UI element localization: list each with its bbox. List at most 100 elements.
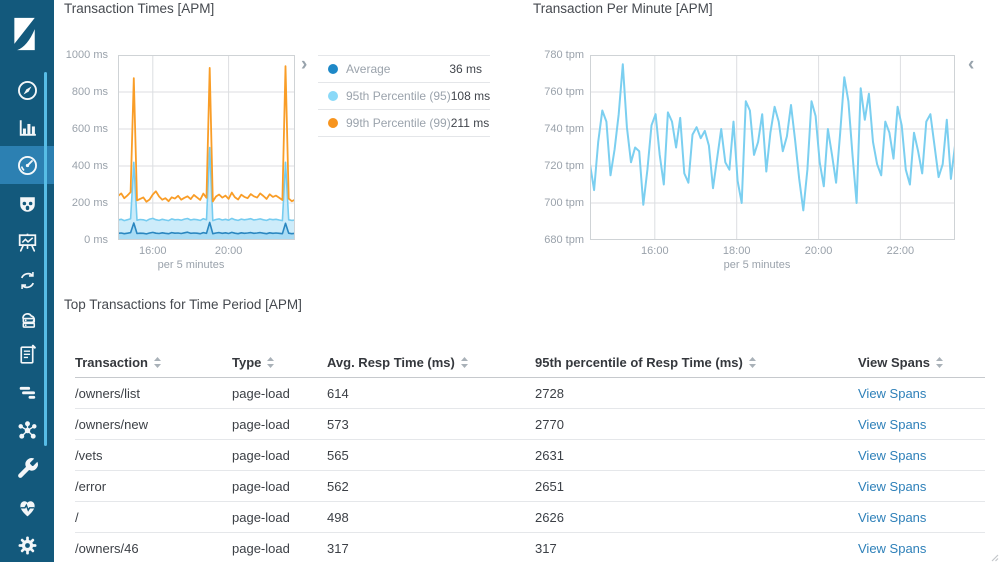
cell-avg-resp-time: 317	[327, 540, 349, 556]
sort-caret-icon	[460, 357, 468, 368]
y-axis-tick-label: 700 tpm	[544, 197, 584, 209]
y-axis-tick-label: 720 tpm	[544, 160, 584, 172]
table-row: /vets page-load 565 2631 View Spans	[75, 440, 985, 471]
legend-label: Average	[346, 62, 391, 76]
mask-icon	[15, 192, 40, 217]
column-header-transaction[interactable]: Transaction	[75, 355, 232, 370]
cell-type: page-load	[232, 416, 290, 432]
cell-avg-resp-time: 562	[327, 478, 349, 494]
legend-value: 36 ms	[449, 62, 482, 76]
sort-caret-icon	[267, 357, 275, 368]
cell-avg-resp-time: 498	[327, 509, 349, 525]
y-axis-tick-label: 680 tpm	[544, 234, 584, 246]
sidebar-item-graph[interactable]	[0, 411, 54, 449]
sidebar-item-dev-tools[interactable]	[0, 449, 54, 487]
y-axis-tick-label: 760 tpm	[544, 86, 584, 98]
bar-chart-icon	[15, 115, 40, 140]
column-header-type[interactable]: Type	[232, 355, 327, 370]
column-header-view-spans[interactable]: View Spans	[858, 355, 985, 370]
legend-item-p95[interactable]: 95th Percentile (95) 108 ms	[318, 82, 490, 109]
y-axis-tick-label: 780 tpm	[544, 49, 584, 61]
horizontal-bars-icon	[15, 380, 40, 405]
y-axis-tick-label: 1000 ms	[65, 49, 108, 61]
series-color-dot	[328, 91, 338, 101]
sidebar-item-machine-learning[interactable]	[0, 261, 54, 299]
table-header-row: Transaction Type Avg. Resp Time (ms) 95th p…	[75, 348, 985, 378]
cell-transaction: /error	[75, 478, 107, 494]
cell-avg-resp-time: 565	[327, 447, 349, 463]
sidebar-item-apm[interactable]	[0, 373, 54, 411]
column-header-avg-resp-time-ms[interactable]: Avg. Resp Time (ms)	[327, 355, 535, 370]
view-spans-link[interactable]: View Spans	[858, 447, 927, 463]
top-transactions-table: Transaction Type Avg. Resp Time (ms) 95th p…	[75, 348, 985, 562]
y-axis-tick-label: 200 ms	[71, 197, 108, 209]
cell-type: page-load	[232, 509, 290, 525]
transaction-times-chart[interactable]	[117, 55, 296, 240]
resize-handle-icon[interactable]	[989, 552, 999, 562]
chevron-left-icon[interactable]: ‹	[968, 54, 975, 75]
cell-transaction: /owners/list	[75, 385, 141, 401]
column-header-label: 95th percentile of Resp Time (ms)	[535, 355, 743, 370]
sort-caret-icon	[153, 357, 161, 368]
view-spans-link[interactable]: View Spans	[858, 385, 927, 401]
sidebar-item-timelion[interactable]	[0, 185, 54, 223]
cell-avg-resp-time: 614	[327, 385, 349, 401]
gauge-icon	[15, 153, 40, 178]
cell-95th-percentile: 2728	[535, 385, 564, 401]
series-color-dot	[328, 64, 338, 74]
heartbeat-icon	[15, 495, 40, 520]
sort-caret-icon	[936, 357, 944, 368]
legend-label: 99th Percentile (99)	[346, 116, 451, 130]
legend-item-p99[interactable]: 99th Percentile (99) 211 ms	[318, 109, 490, 137]
global-nav	[0, 0, 54, 562]
view-spans-link[interactable]: View Spans	[858, 509, 927, 525]
sidebar-item-canvas[interactable]	[0, 223, 54, 261]
sidebar-item-logs[interactable]	[0, 335, 54, 373]
circular-arrows-icon	[15, 268, 40, 293]
sort-caret-icon	[748, 357, 756, 368]
legend-value: 108 ms	[450, 89, 491, 103]
panel-title-transaction-times: Transaction Times [APM]	[64, 1, 215, 16]
column-header-95th-percentile-of-resp-time-ms[interactable]: 95th percentile of Resp Time (ms)	[535, 355, 858, 370]
table-row: /error page-load 562 2651 View Spans	[75, 471, 985, 502]
cell-avg-resp-time: 573	[327, 416, 349, 432]
legend-item-average[interactable]: Average 36 ms	[318, 55, 490, 82]
x-axis-tick-label: 20:00	[804, 245, 833, 257]
cell-95th-percentile: 2626	[535, 509, 564, 525]
cell-95th-percentile: 317	[535, 540, 557, 556]
cell-transaction: /owners/46	[75, 540, 139, 556]
compass-icon	[15, 78, 40, 103]
legend-label: 95th Percentile (95)	[346, 89, 451, 103]
view-spans-link[interactable]: View Spans	[858, 478, 927, 494]
chart-legend: Average 36 ms 95th Percentile (95) 108 ms 99…	[318, 55, 490, 137]
sidebar-item-monitoring[interactable]	[0, 488, 54, 526]
connected-nodes-icon	[15, 418, 40, 443]
cell-transaction: /vets	[75, 447, 103, 463]
x-axis-title: per 5 minutes	[157, 259, 225, 271]
y-axis-tick-label: 740 tpm	[544, 123, 584, 135]
y-axis-tick-label: 400 ms	[71, 160, 108, 172]
chevron-right-icon[interactable]: ›	[301, 54, 308, 75]
x-axis-tick-label: 18:00	[722, 245, 751, 257]
cell-transaction: /owners/new	[75, 416, 148, 432]
panel-title-top-transactions: Top Transactions for Time Period [APM]	[64, 297, 302, 312]
panel-title-transaction-per-minute: Transaction Per Minute [APM]	[533, 1, 713, 16]
sidebar-item-infrastructure[interactable]	[0, 298, 54, 336]
sidebar-item-visualize[interactable]	[0, 108, 54, 146]
view-spans-link[interactable]: View Spans	[858, 540, 927, 556]
view-spans-link[interactable]: View Spans	[858, 416, 927, 432]
series-color-dot	[328, 118, 338, 128]
table-row: /owners/new page-load 573 2770 View Spans	[75, 409, 985, 440]
table-row: / page-load 498 2626 View Spans	[75, 502, 985, 533]
transaction-per-minute-chart[interactable]	[589, 55, 956, 240]
easel-chart-icon	[15, 230, 40, 255]
kibana-logo[interactable]	[8, 10, 46, 58]
sidebar-item-management[interactable]	[0, 526, 54, 562]
cell-type: page-load	[232, 478, 290, 494]
wrench-icon	[15, 456, 40, 481]
sidebar-item-discover[interactable]	[0, 71, 54, 109]
table-row: /owners/list page-load 614 2728 View Spans	[75, 378, 985, 409]
column-header-label: View Spans	[858, 355, 931, 370]
log-document-icon	[15, 342, 40, 367]
